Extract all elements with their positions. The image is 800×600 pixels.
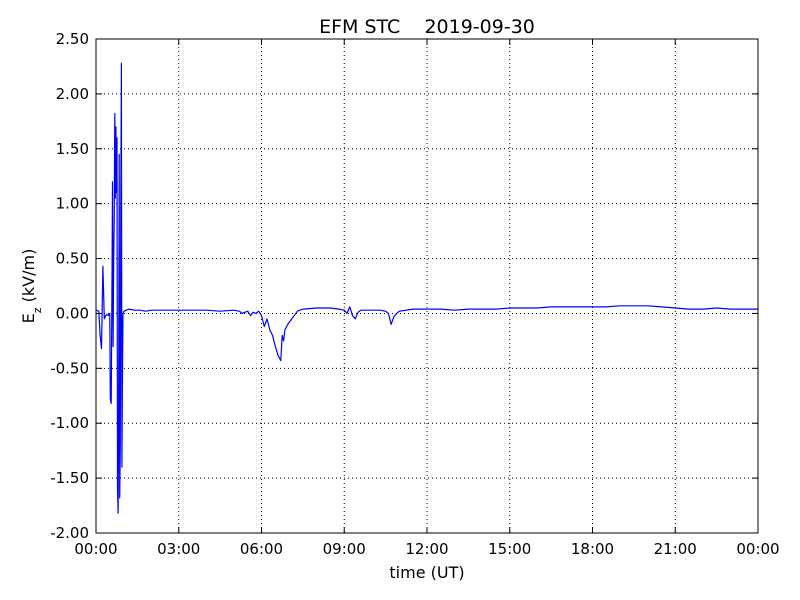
y-tick-label: 1.00 — [56, 195, 89, 213]
y-tick-label: -1.00 — [50, 414, 89, 432]
y-tick-label: -2.00 — [50, 524, 89, 542]
x-tick-label: 15:00 — [488, 540, 531, 558]
x-axis-title: time (UT) — [389, 563, 464, 582]
y-tick-label: -0.50 — [50, 359, 89, 377]
y-axis-title-subscript: z — [31, 307, 44, 313]
x-tick-label: 06:00 — [240, 540, 283, 558]
y-tick-label: 2.00 — [56, 85, 89, 103]
plot-area — [96, 39, 758, 533]
y-axis-title: Ez (kV/m) — [19, 249, 44, 324]
x-tick-label: 12:00 — [405, 540, 448, 558]
series-group — [95, 62, 758, 514]
x-tick-label: 18:00 — [571, 540, 614, 558]
chart-title: EFM STC 2019-09-30 — [319, 16, 535, 38]
x-tick-label: 21:00 — [654, 540, 697, 558]
x-tick-label: 09:00 — [323, 540, 366, 558]
y-axis-title-unit: (kV/m) — [19, 249, 38, 308]
plot-frame — [95, 38, 759, 534]
y-tick-label: 2.50 — [56, 30, 89, 48]
x-tick-label: 00:00 — [74, 540, 117, 558]
y-tick-label: 1.50 — [56, 140, 89, 158]
x-tick-label: 00:00 — [736, 540, 779, 558]
series-line-ez — [95, 62, 758, 514]
x-tick-labels: 00:00 03:00 06:00 09:00 12:00 15:00 18:00 21:00… — [74, 540, 779, 558]
y-tick-labels: 2.50 2.00 1.50 1.00 0.50 0.00 -0.50 -1.00 -1.50 -… — [50, 30, 89, 542]
y-tick-label: -1.50 — [50, 469, 89, 487]
y-tick-label: 0.00 — [56, 304, 89, 322]
x-tick-label: 03:00 — [157, 540, 200, 558]
y-tick-label: 0.50 — [56, 250, 89, 268]
y-axis-title-main: E — [19, 313, 38, 323]
